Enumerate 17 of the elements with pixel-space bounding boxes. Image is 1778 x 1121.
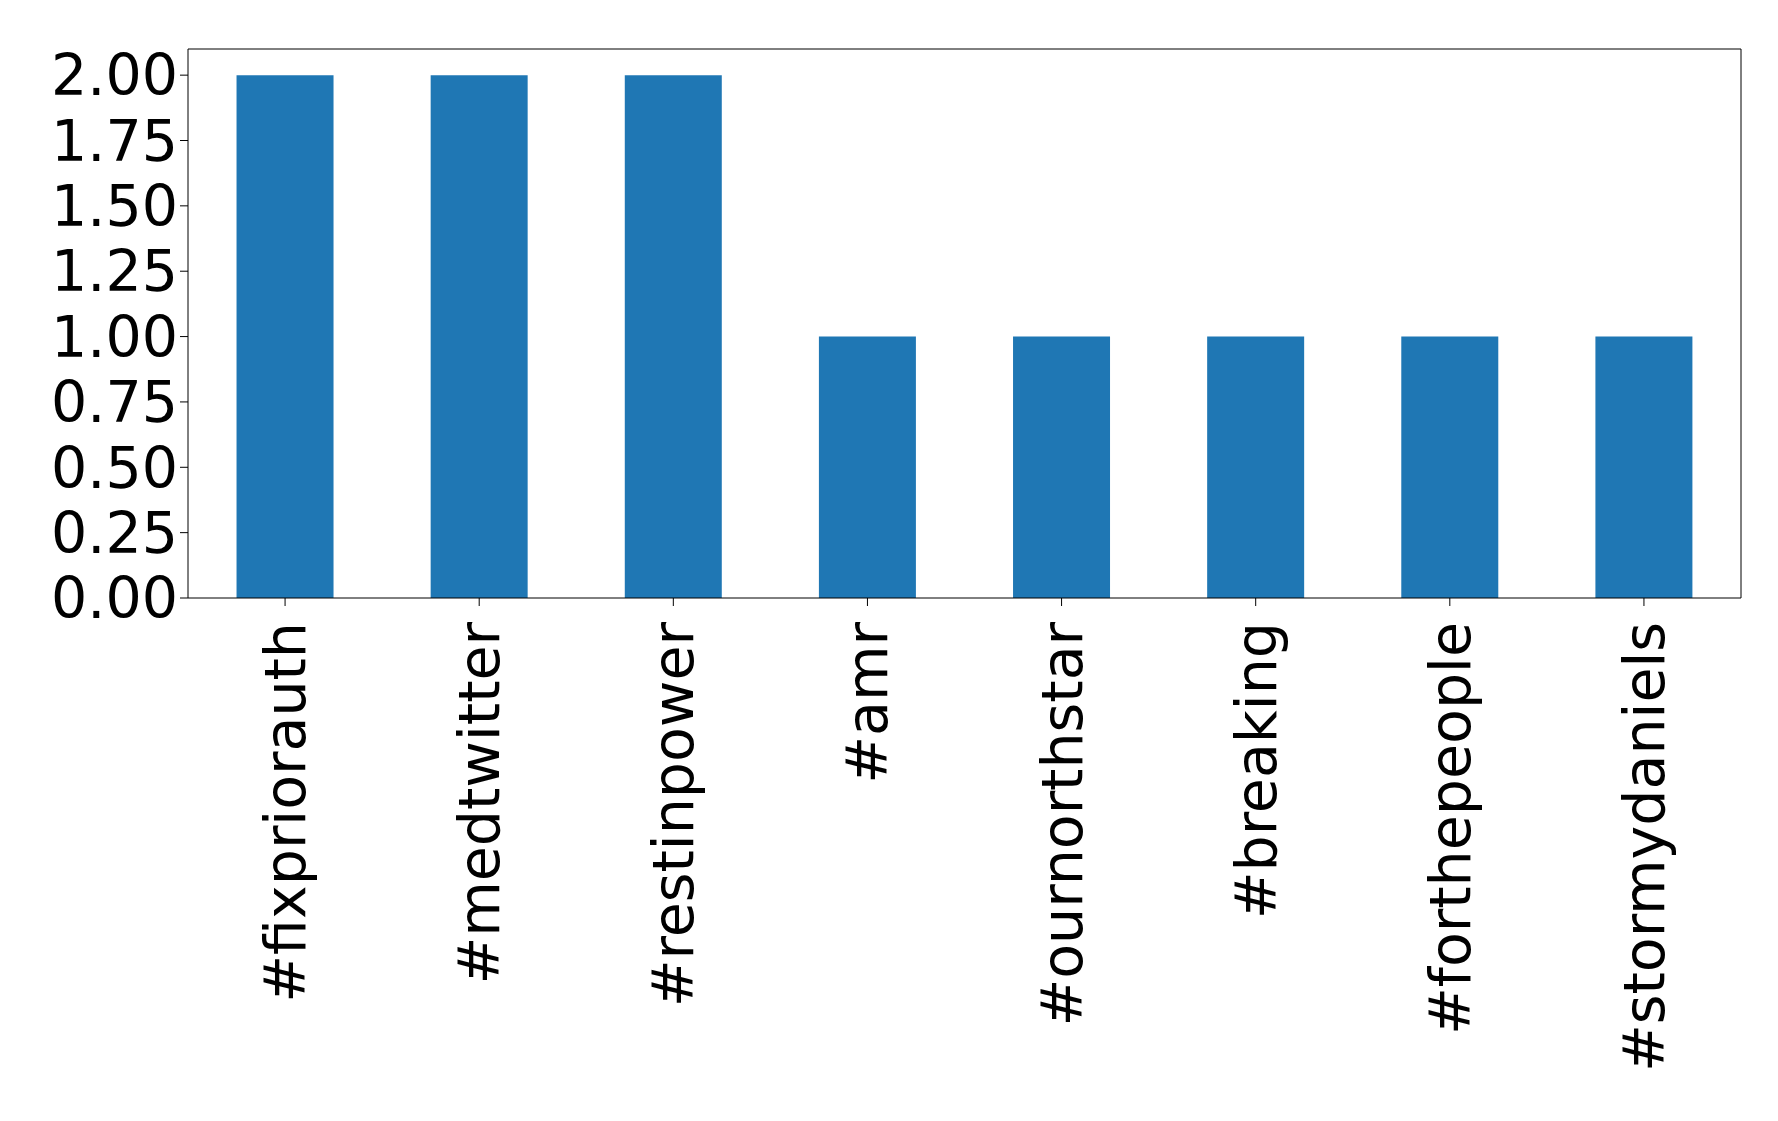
y-tick-label: 1.50 <box>51 173 178 240</box>
y-tick-label: 0.25 <box>51 499 178 566</box>
x-tick-label: #stormydaniels <box>1610 622 1677 1073</box>
y-tick-label: 0.00 <box>51 565 178 632</box>
x-tick-label: #forthepeople <box>1416 622 1483 1035</box>
x-tick-label: #fixpriorauth <box>252 622 319 1003</box>
y-tick-label: 2.00 <box>51 42 178 109</box>
y-tick-label: 0.75 <box>51 369 178 436</box>
x-tick-label: #medtwitter <box>446 621 513 985</box>
x-tick-label: #restinpower <box>640 621 707 1008</box>
x-tick-label: #ournorthstar <box>1028 621 1095 1027</box>
y-tick-label: 1.75 <box>51 107 178 174</box>
x-tick-label: #breaking <box>1222 622 1289 920</box>
y-tick-label: 1.00 <box>51 303 178 370</box>
x-tick-label: #amr <box>834 621 901 784</box>
y-tick-label: 1.25 <box>51 238 178 305</box>
y-tick-label: 0.50 <box>51 434 178 501</box>
